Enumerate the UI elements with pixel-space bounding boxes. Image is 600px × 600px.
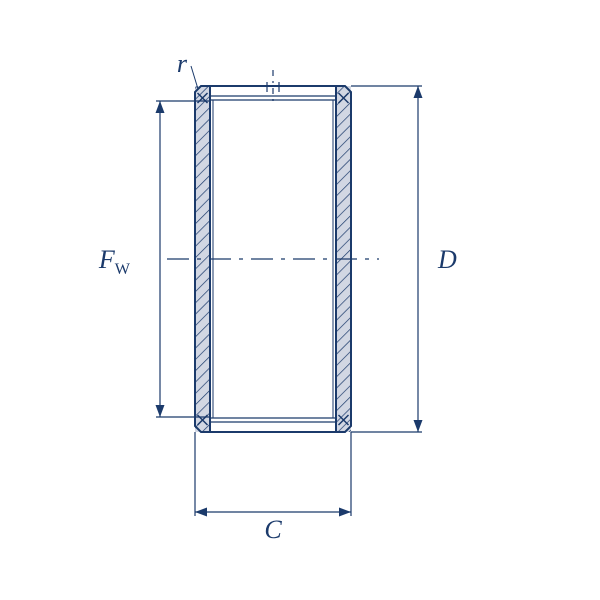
label-r: r xyxy=(177,49,188,78)
label-c: C xyxy=(264,515,282,544)
label-d: D xyxy=(437,245,457,274)
bearing-section-drawing: FWDCr xyxy=(0,0,600,600)
